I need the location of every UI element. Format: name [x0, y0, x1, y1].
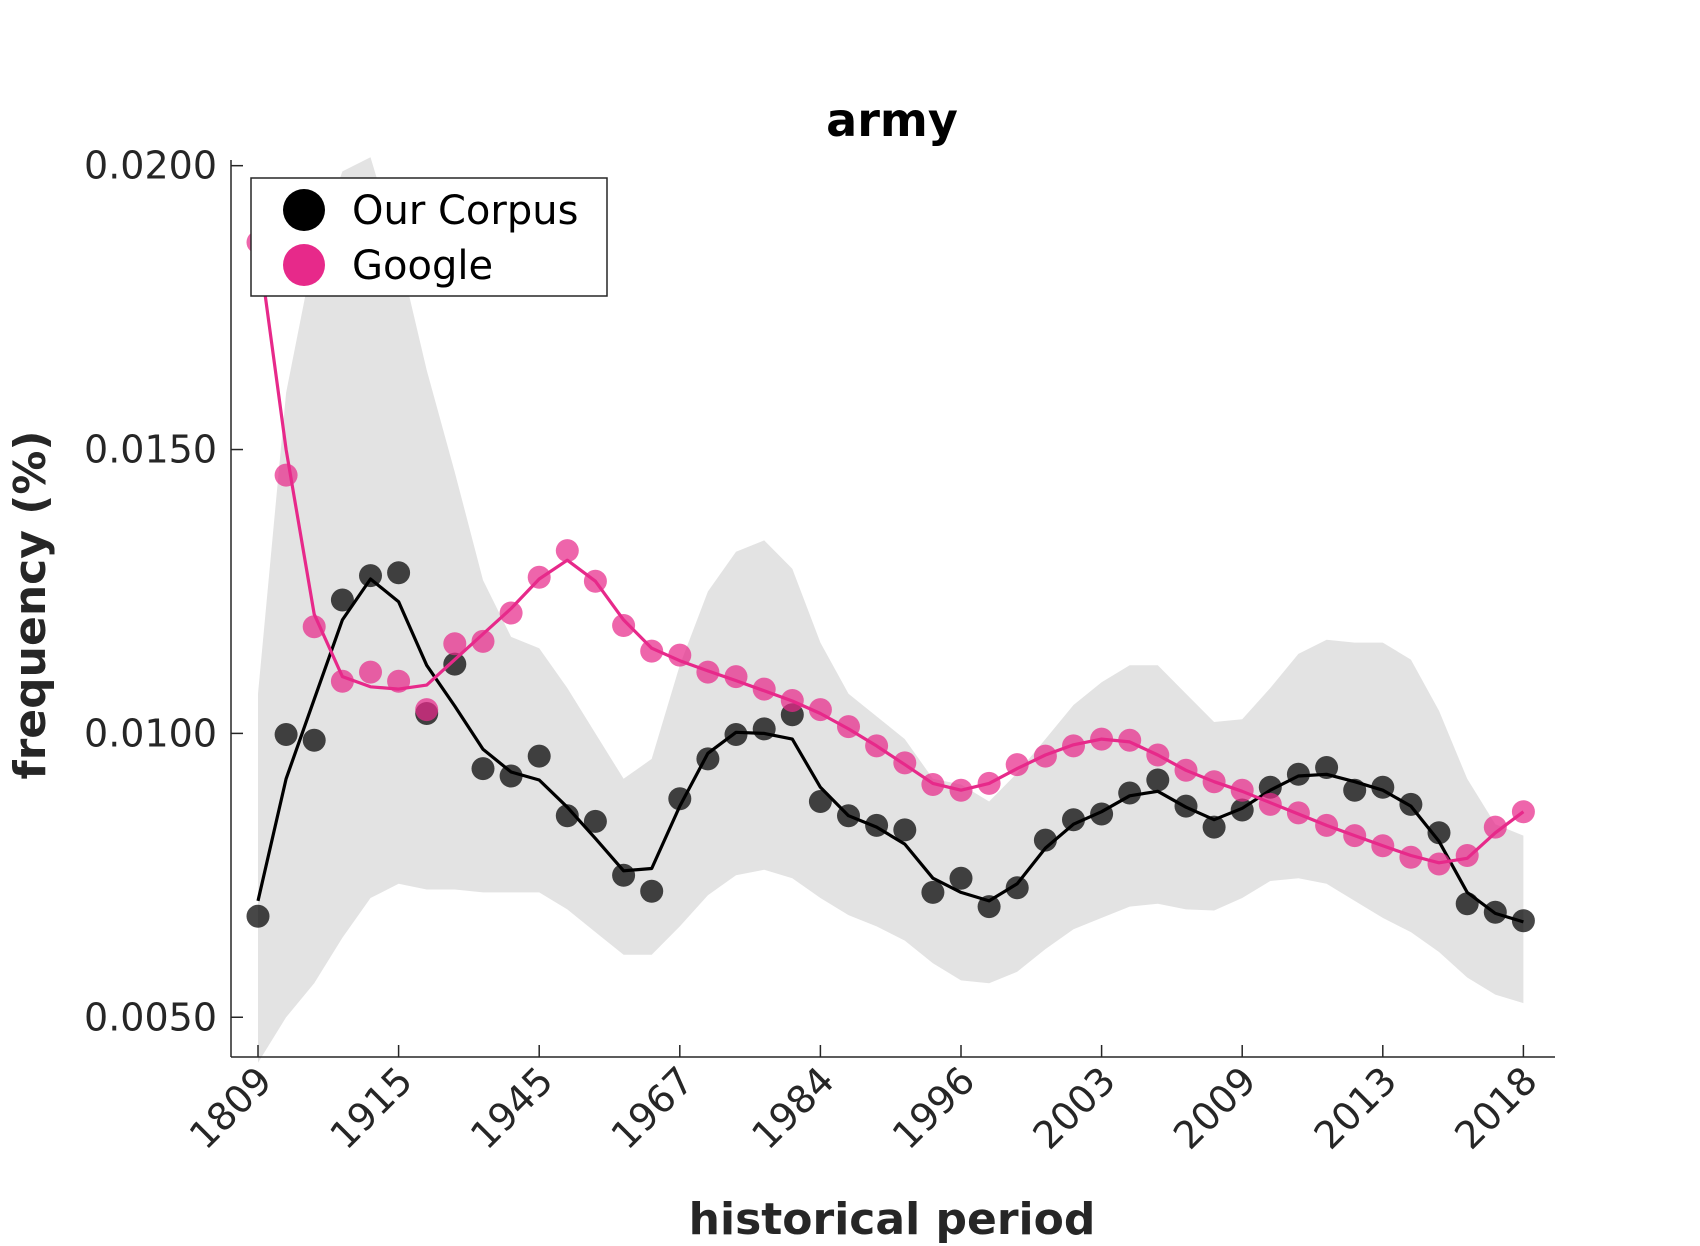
data-point-google: [274, 463, 298, 487]
data-point-our-corpus: [274, 723, 298, 746]
data-point-our-corpus: [302, 728, 326, 752]
data-point-google: [359, 660, 382, 684]
data-point-our-corpus: [1427, 821, 1451, 845]
data-point-our-corpus: [949, 866, 973, 890]
y-tick-label: 0.0050: [84, 995, 217, 1039]
legend-label-google: Google: [352, 243, 493, 289]
data-point-google: [471, 629, 495, 653]
data-point-our-corpus: [724, 723, 748, 746]
data-point-our-corpus: [752, 717, 776, 741]
chart-title: army: [826, 93, 958, 147]
data-point-google: [1399, 845, 1423, 869]
data-point-our-corpus: [640, 879, 664, 903]
legend-marker-google: [283, 244, 325, 286]
series-our-corpus: [246, 561, 1535, 933]
legend-marker-our-corpus: [283, 189, 325, 231]
data-point-google: [640, 639, 664, 663]
y-axis-label: frequency (%): [5, 430, 56, 779]
data-point-our-corpus: [499, 764, 523, 788]
legend: Our Corpus Google: [250, 177, 608, 297]
data-point-our-corpus: [359, 564, 382, 588]
data-point-our-corpus: [527, 744, 551, 768]
data-point-our-corpus: [1062, 808, 1085, 832]
data-point-google: [443, 632, 467, 656]
data-point-google: [330, 669, 354, 693]
legend-label-our-corpus: Our Corpus: [352, 188, 578, 234]
trend-line-google: [256, 242, 1525, 865]
data-point-google: [668, 643, 692, 667]
confidence-band: [258, 157, 1524, 1063]
data-point-google: [555, 539, 579, 563]
confidence-band-layer: [258, 157, 1524, 1063]
data-point-google: [415, 698, 439, 722]
x-axis-label: historical period: [689, 1194, 1096, 1245]
y-tick-label: 0.0100: [84, 711, 217, 755]
data-point-our-corpus: [1033, 828, 1057, 852]
data-point-our-corpus: [808, 790, 832, 813]
series-layer: [246, 230, 1535, 933]
data-point-google: [302, 615, 326, 639]
data-point-our-corpus: [1455, 892, 1479, 916]
data-point-our-corpus: [921, 880, 945, 904]
data-point-our-corpus: [555, 804, 579, 828]
trend-line-our-corpus: [256, 577, 1524, 924]
data-point-our-corpus: [471, 757, 495, 781]
data-point-google: [612, 614, 636, 637]
data-point-google: [499, 601, 523, 625]
data-point-our-corpus: [246, 904, 270, 928]
data-point-google: [1455, 844, 1479, 867]
y-tick-label: 0.0150: [84, 428, 217, 472]
data-point-our-corpus: [1146, 768, 1170, 792]
data-point-our-corpus: [387, 561, 411, 585]
data-point-our-corpus: [583, 809, 607, 833]
data-point-our-corpus: [1005, 876, 1029, 900]
data-point-our-corpus: [330, 588, 354, 612]
data-point-google: [1483, 815, 1507, 839]
data-point-our-corpus: [1202, 815, 1226, 839]
data-point-our-corpus: [977, 895, 1001, 919]
data-point-our-corpus: [443, 652, 467, 676]
y-tick-label: 0.0200: [84, 144, 217, 188]
data-point-our-corpus: [612, 863, 636, 887]
data-point-our-corpus: [893, 818, 917, 842]
